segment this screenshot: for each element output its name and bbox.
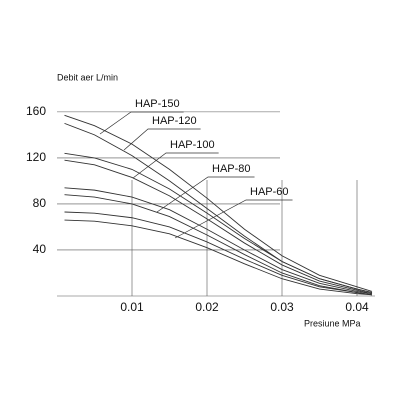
series-label: HAP-100 [170,139,215,151]
series-label: HAP-120 [152,115,197,127]
leader-line [99,111,184,135]
y-tick-label: 80 [33,196,47,210]
x-axis-title: Presiune MPa [304,318,361,328]
curve [64,194,373,296]
leader-line [123,128,201,151]
leader-line [174,199,293,239]
series-label: HAP-60 [250,186,289,198]
x-tick-label: 0.04 [345,300,369,314]
y-tick-label: 120 [26,150,46,164]
x-tick-label: 0.02 [195,300,219,314]
y-axis-title: Debit aer L/min [57,72,118,82]
x-tick-label: 0.01 [120,300,144,314]
y-tick-label: 40 [33,242,47,256]
y-tick-label: 160 [26,104,46,118]
curve [64,152,373,293]
curve [64,159,373,295]
curve [64,114,373,292]
leader-line [156,176,255,213]
curve [64,219,373,296]
series-label: HAP-150 [135,98,180,110]
curve [64,211,373,296]
curve [64,187,373,295]
leader-line [132,152,219,179]
series-label: HAP-80 [212,163,251,175]
x-tick-label: 0.03 [270,300,294,314]
